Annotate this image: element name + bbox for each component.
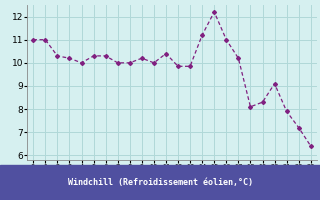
Text: Windchill (Refroidissement éolien,°C): Windchill (Refroidissement éolien,°C): [68, 178, 252, 187]
